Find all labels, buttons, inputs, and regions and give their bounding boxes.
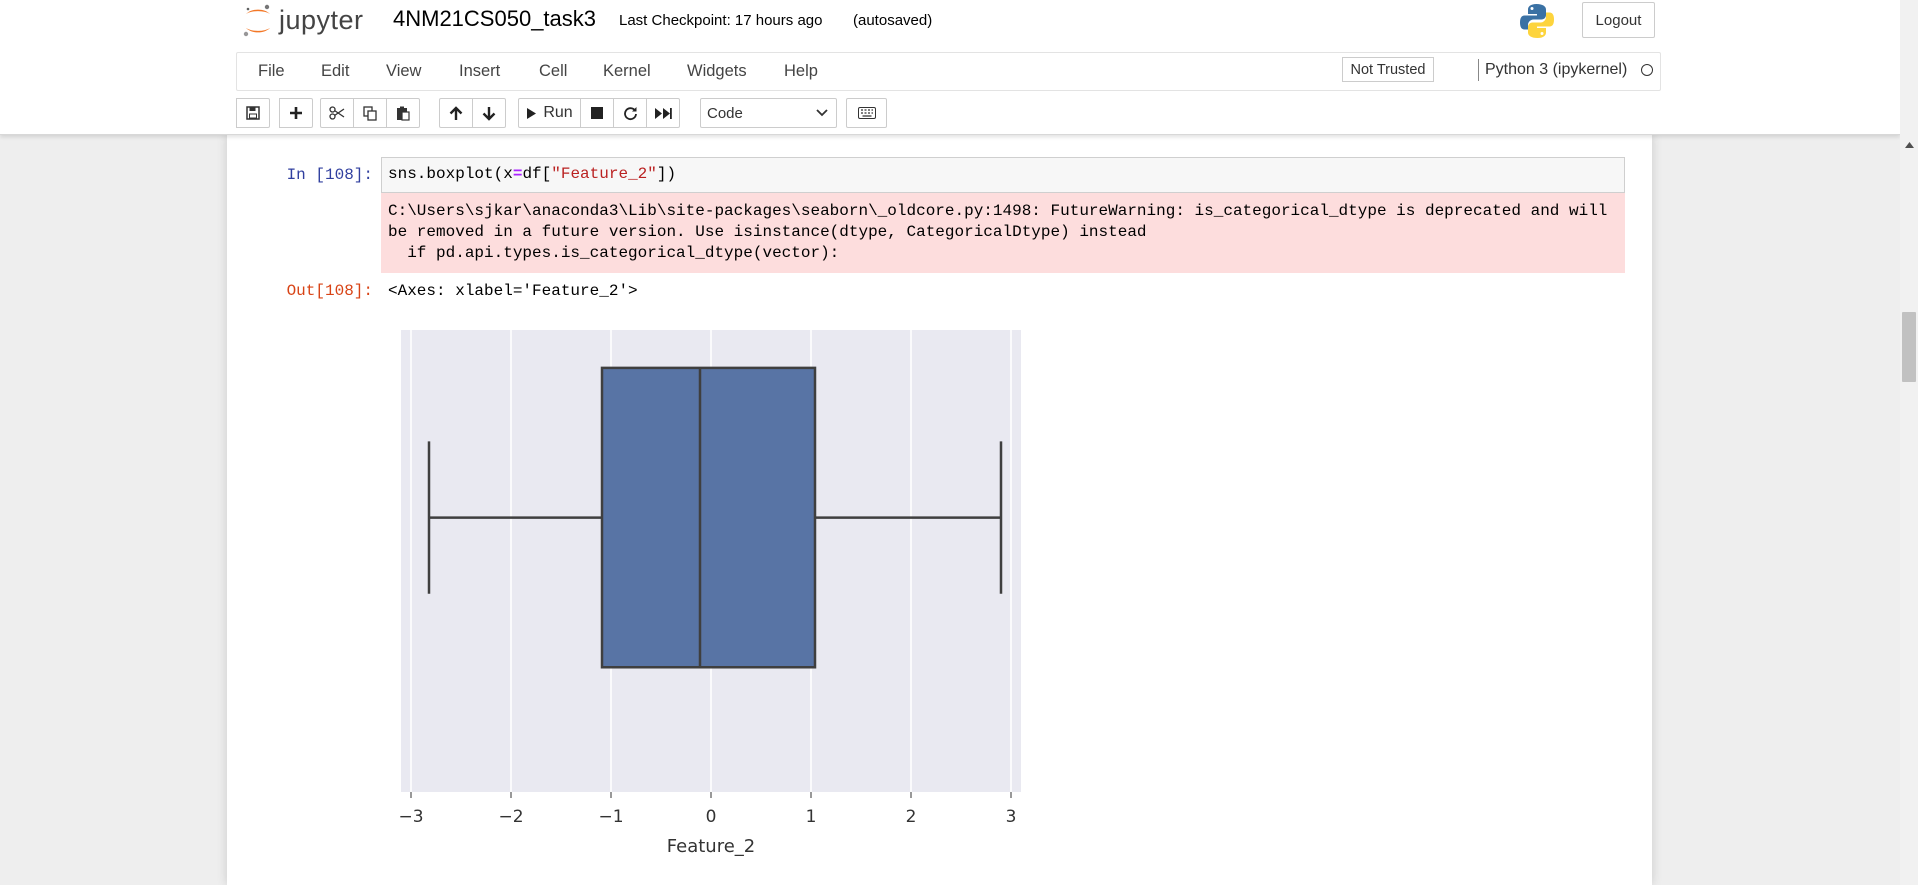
restart-button[interactable] [613,98,647,128]
code-token: sns.boxplot(x [388,165,513,183]
jupyter-wordmark: jupyter [279,5,364,35]
menu-kernel[interactable]: Kernel [603,62,651,80]
x-tick-label: −3 [398,807,423,827]
keyboard-icon [857,107,876,119]
stderr-output: C:\Users\sjkar\anaconda3\Lib\site-packag… [381,193,1625,273]
notebook-name[interactable]: 4NM21CS050_task3 [393,6,597,31]
jupyter-logo[interactable]: jupyter [240,2,375,40]
toolbar-insert-group [279,98,313,128]
arrow-up-icon [449,105,463,120]
chevron-down-icon [816,109,828,117]
output-prompt: Out[108]: [286,282,373,300]
menu-widgets[interactable]: Widgets [687,62,747,80]
boxplot-figure: −3 −2 −1 0 1 2 3 Feature_2 [398,330,1021,857]
code-string: "Feature_2" [551,165,657,183]
x-tick-label: 1 [806,807,817,827]
stop-icon [591,107,603,119]
code-line: sns.boxplot(x=df["Feature_2"]) [388,165,676,183]
x-ticks: −3 −2 −1 0 1 2 3 [398,792,1016,827]
toolbar-move-group [439,98,506,128]
restart-run-all-button[interactable] [646,98,680,128]
menu-help[interactable]: Help [784,62,818,80]
run-label: Run [543,104,573,121]
last-checkpoint: Last Checkpoint: 17 hours ago [619,12,823,29]
scroll-up-arrow-icon[interactable] [1905,142,1914,148]
toolbar-edit-group [320,98,420,128]
future-warning-text: C:\Users\sjkar\anaconda3\Lib\site-packag… [388,202,1608,262]
code-token: df[ [522,165,552,183]
move-down-button[interactable] [472,98,506,128]
iqr-box [600,366,817,669]
scrollbar-thumb[interactable] [1902,312,1916,382]
copy-icon [363,105,377,121]
code-operator: = [512,165,523,183]
notebook-header: jupyter 4NM21CS050_task3 Last Checkpoint… [0,0,1900,135]
command-palette-button[interactable] [846,98,887,128]
paste-button[interactable] [386,98,420,128]
toolbar-run-group: Run [518,98,680,128]
plus-icon [290,107,302,119]
copy-button[interactable] [353,98,387,128]
logout-button[interactable]: Logout [1582,2,1655,38]
output-repr: <Axes: xlabel='Feature_2'> [388,282,638,300]
jupyter-logo-icon [243,4,270,37]
input-prompt: In [108]: [286,166,373,184]
save-button[interactable] [236,98,270,128]
x-tick-label: 2 [906,807,917,827]
menu-insert[interactable]: Insert [459,62,501,80]
menu-view[interactable]: View [386,62,422,80]
arrow-down-icon [482,106,496,121]
run-button[interactable]: Run [518,98,581,128]
kernel-idle-indicator-icon [1641,64,1653,76]
x-axis-label: Feature_2 [667,836,755,857]
paste-icon [397,106,410,121]
autosave-status: (autosaved) [853,12,933,29]
interrupt-button[interactable] [580,98,614,128]
cut-button[interactable] [320,98,354,128]
cell-type-value: Code [707,105,743,122]
move-up-button[interactable] [439,98,473,128]
menu-file[interactable]: File [258,62,285,80]
save-icon [246,106,260,120]
restart-icon [623,106,637,120]
x-tick-label: −2 [498,807,523,827]
vertical-scrollbar[interactable] [1900,0,1918,885]
insert-cell-button[interactable] [279,98,313,128]
not-trusted-button[interactable]: Not Trusted [1342,57,1434,82]
x-tick-label: 0 [706,807,717,827]
code-editor[interactable]: sns.boxplot(x=df["Feature_2"]) [381,157,1625,193]
kernel-separator [1478,59,1479,81]
play-icon [527,107,537,119]
fast-forward-icon [655,107,672,119]
menu-edit[interactable]: Edit [321,62,350,80]
boxplot [427,366,1003,669]
x-tick-label: 3 [1006,807,1017,827]
python-logo-icon [1518,2,1556,40]
toolbar-save-group [236,98,270,128]
x-tick-label: −1 [598,807,623,827]
kernel-name[interactable]: Python 3 (ipykernel) [1485,61,1628,78]
menubar: File Edit View Insert Cell Kernel Widget… [236,52,1661,91]
menu-cell[interactable]: Cell [539,62,568,80]
cut-icon [329,106,345,120]
cell-type-select[interactable]: Code [700,98,837,128]
code-token: ]) [656,165,677,183]
